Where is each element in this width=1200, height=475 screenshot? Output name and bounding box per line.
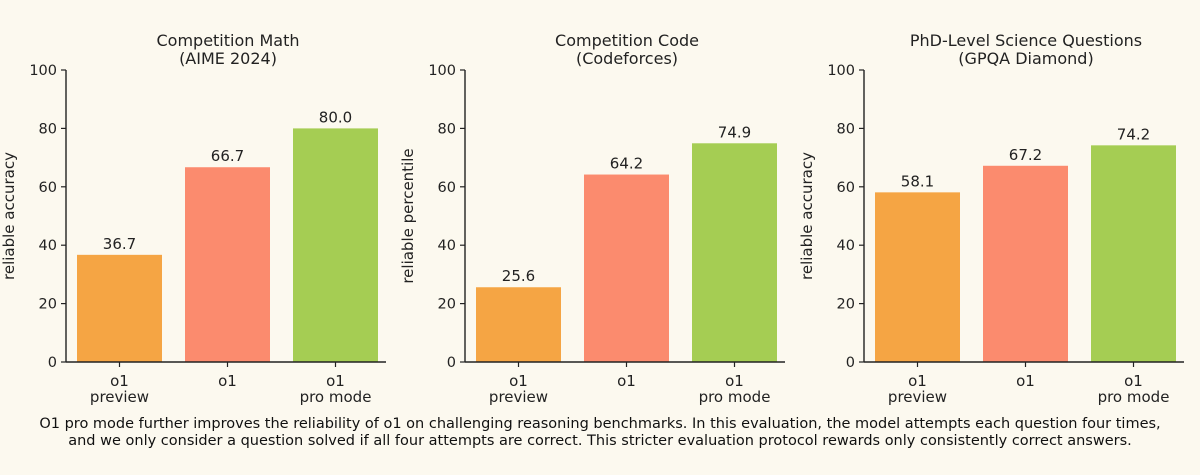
bar [1091,145,1176,362]
x-tick-label: o1 [617,372,636,390]
bar [584,174,669,362]
figure-caption: O1 pro mode further improves the reliabi… [0,416,1200,450]
y-tick-label: 40 [39,238,57,254]
bar-value-label: 67.2 [1009,146,1042,164]
y-tick-label: 40 [837,238,855,254]
bar-value-label: 74.9 [718,123,751,141]
y-tick-label: 80 [837,121,855,137]
bar-value-label: 25.6 [502,267,535,285]
x-tick-label: o1 [509,372,528,390]
x-tick-label: o1 [1124,372,1143,390]
chart-subtitle: (GPQA Diamond) [958,49,1093,68]
x-tick-label: pro mode [1098,388,1170,406]
bar-value-label: 80.0 [319,108,352,126]
y-axis-label: reliable accuracy [798,152,816,280]
y-tick-label: 80 [39,121,57,137]
y-axis-label: reliable accuracy [0,152,18,280]
chart-title: Competition Code [555,31,699,50]
x-tick-label: preview [90,388,149,406]
bar-value-label: 36.7 [103,235,136,253]
chart-subtitle: (AIME 2024) [179,49,277,68]
caption-line: O1 pro mode further improves the reliabi… [39,416,1161,432]
x-tick-label: o1 [908,372,927,390]
bar-value-label: 74.2 [1117,125,1150,143]
bar [476,287,561,362]
bar [293,128,378,362]
y-tick-label: 0 [846,355,855,371]
x-tick-label: pro mode [699,388,771,406]
chart-title: PhD-Level Science Questions [910,31,1142,50]
x-tick-label: o1 [1016,372,1035,390]
x-tick-label: o1 [110,372,129,390]
bar-value-label: 64.2 [610,155,643,173]
y-tick-label: 20 [837,297,855,313]
y-tick-label: 80 [438,121,456,137]
benchmark-charts: Competition Math(AIME 2024) reliable accu… [0,31,1184,406]
y-tick-label: 60 [39,180,57,196]
bar [185,167,270,362]
y-tick-label: 40 [438,238,456,254]
bar-value-label: 58.1 [901,172,934,190]
y-tick-label: 60 [837,180,855,196]
x-tick-label: preview [489,388,548,406]
caption-line: and we only consider a question solved i… [68,433,1132,449]
bar-value-label: 66.7 [211,147,244,165]
y-tick-label: 100 [827,63,855,79]
x-tick-label: pro mode [300,388,372,406]
y-tick-label: 20 [438,297,456,313]
chart-subtitle: (Codeforces) [576,49,678,68]
chart-title: Competition Math [156,31,299,50]
x-tick-label: o1 [218,372,237,390]
x-tick-label: preview [888,388,947,406]
bar [77,254,162,362]
y-tick-label: 100 [428,63,456,79]
x-tick-label: o1 [326,372,345,390]
y-tick-label: 0 [447,355,456,371]
x-tick-label: o1 [725,372,744,390]
y-tick-label: 20 [39,297,57,313]
y-tick-label: 100 [29,63,57,79]
y-tick-label: 60 [438,180,456,196]
bar [692,143,777,362]
y-axis-label: reliable percentile [399,148,417,283]
bar [983,165,1068,362]
y-tick-label: 0 [48,355,57,371]
bar [875,192,960,362]
